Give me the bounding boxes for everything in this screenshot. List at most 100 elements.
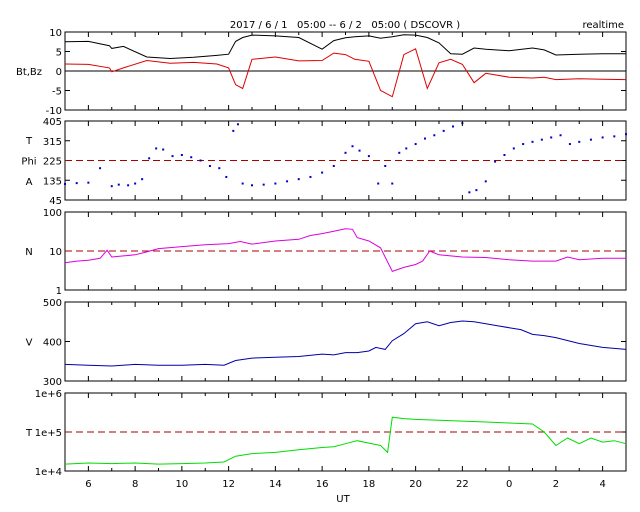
phi-point	[433, 134, 436, 137]
y-tick-label: -5	[52, 87, 62, 98]
phi-point	[199, 159, 202, 162]
phi-point	[148, 157, 151, 160]
y-tick-label: 5	[56, 48, 62, 59]
t-series-line	[64, 416, 627, 465]
y-axis-label: V	[26, 338, 33, 349]
x-tick-label: 0	[506, 479, 512, 490]
phi-point	[601, 136, 604, 139]
y-axis-label: T	[25, 136, 33, 147]
chart-title: 2017 / 6 / 1 05:00 -- 6 / 2 05:00 ( DSCO…	[230, 20, 460, 31]
y-tick-label: 1	[56, 286, 62, 297]
phi-point	[241, 182, 244, 185]
x-tick-label: 12	[222, 479, 235, 490]
phi-point	[251, 184, 253, 187]
phi-point	[625, 133, 627, 136]
y-tick-label: 45	[49, 196, 62, 207]
y-axis-label: N	[25, 247, 32, 258]
phi-point	[414, 143, 417, 146]
x-tick-label: 22	[456, 479, 469, 490]
phi-point	[180, 154, 183, 157]
phi-point	[236, 123, 239, 126]
phi-point	[225, 175, 228, 178]
y-tick-label: 10	[49, 247, 62, 258]
x-tick-label: 2	[553, 479, 559, 490]
phi-point	[367, 155, 370, 158]
phi-point	[87, 181, 90, 184]
v-series-line	[64, 320, 627, 367]
phi-point	[64, 182, 66, 185]
phi-point	[110, 185, 113, 188]
bt-series-line	[64, 34, 626, 60]
y-axis-label: Bt,Bz	[16, 67, 42, 78]
phi-point	[117, 183, 120, 186]
phi-point	[297, 178, 300, 181]
phi-point	[531, 140, 534, 143]
phi-point	[127, 184, 130, 187]
phi-point	[391, 182, 394, 185]
phi-point	[589, 138, 592, 141]
phi-point	[75, 182, 78, 185]
y-tick-label: 300	[43, 377, 62, 388]
speed-panel: 500 400 300 V	[26, 298, 627, 388]
realtime-label: realtime	[582, 20, 624, 31]
n-series-line	[64, 228, 626, 273]
phi-point	[332, 164, 335, 167]
x-axis-label: UT	[336, 494, 350, 505]
bz-series-line	[64, 48, 627, 98]
phi-point	[208, 164, 211, 167]
phi-point	[190, 156, 193, 159]
y-tick-label: 0	[56, 67, 62, 78]
phi-point	[155, 147, 158, 150]
y-tick-label: 1e+4	[35, 467, 62, 478]
phi-point	[559, 134, 562, 137]
phi-point	[568, 143, 571, 146]
phi-point	[321, 171, 324, 174]
phi-point	[540, 138, 543, 141]
phi-point	[358, 149, 361, 152]
x-axis-ticks: 6 8 10 12 14 16 18 20 22 0 2 4	[85, 479, 606, 490]
phi-point	[218, 167, 221, 170]
phi-point	[494, 160, 497, 163]
x-tick-label: 10	[176, 479, 189, 490]
phi-point	[503, 154, 506, 157]
bt-bz-panel: 10 5 0 -5 -10 Bt,Bz	[16, 28, 627, 117]
y-tick-label: 1e+6	[35, 389, 62, 400]
x-tick-label: 20	[409, 479, 422, 490]
phi-point	[162, 148, 165, 151]
y-tick-label: 225	[43, 157, 62, 168]
phi-point	[475, 189, 478, 192]
y-tick-label: 135	[43, 176, 62, 187]
temperature-panel: 1e+6 1e+5 1e+4 T	[25, 389, 627, 478]
phi-point	[286, 180, 289, 183]
y-tick-label: 10	[49, 28, 62, 39]
x-tick-label: 6	[85, 479, 91, 490]
phi-point	[522, 143, 525, 146]
phi-point	[377, 182, 380, 185]
y-tick-label: 400	[43, 338, 62, 349]
phi-point	[344, 151, 347, 154]
phi-point	[384, 164, 387, 167]
phi-point	[99, 167, 102, 170]
phi-point	[423, 137, 426, 140]
y-tick-label: -10	[46, 106, 62, 117]
phi-point	[262, 183, 265, 186]
phi-point	[484, 180, 487, 183]
y-tick-label: 315	[43, 137, 62, 148]
x-tick-label: 18	[363, 479, 376, 490]
y-axis-label: A	[26, 177, 33, 188]
y-tick-label: 1e+5	[35, 428, 62, 439]
y-axis-label: T	[25, 428, 33, 439]
phi-point	[141, 178, 144, 181]
density-panel: 100 10 1 N	[25, 208, 627, 297]
phi-point	[309, 175, 312, 178]
phi-point	[512, 147, 515, 150]
phi-point	[351, 145, 354, 148]
phi-point	[452, 125, 455, 128]
y-axis-label: Phi	[21, 157, 36, 168]
phi-point	[468, 191, 471, 194]
phi-point	[171, 155, 174, 158]
phi-point	[405, 147, 408, 150]
phi-point	[134, 182, 137, 185]
phi-point	[442, 129, 445, 132]
